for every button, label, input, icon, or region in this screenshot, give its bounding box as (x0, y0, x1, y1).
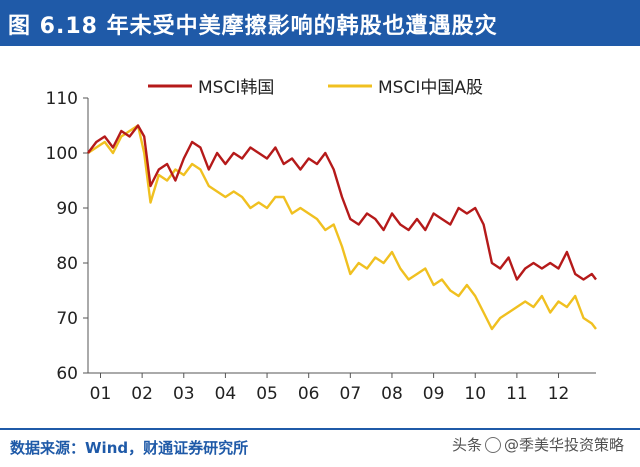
series-line-msci-china-a (87, 124, 597, 331)
x-tick-label: 05 (256, 384, 278, 404)
legend-item-msci-china-a-label: MSCI中国A股 (378, 78, 483, 98)
watermark-prefix: 头条 (452, 436, 483, 454)
chart-axes: 60 70 80 90 100 110 01 02 03 04 05 06 07 08 09 10 11 12 (46, 89, 596, 404)
x-tick-label: 01 (90, 384, 112, 404)
watermark: 头条 @季美华投资策略 (452, 434, 624, 455)
chart-legend: MSCI韩国 MSCI中国A股 (148, 78, 483, 98)
y-tick-label: 90 (56, 199, 78, 219)
x-tick-label: 04 (215, 384, 237, 404)
y-tick-label: 110 (46, 89, 78, 109)
title-bar: 图 6.18 年未受中美摩擦影响的韩股也遭遇股灾 (0, 0, 640, 46)
y-tick-label: 70 (56, 309, 78, 329)
line-chart: 60 70 80 90 100 110 01 02 03 04 05 06 07 08 09 10 11 12 M… (46, 78, 597, 404)
x-tick-label: 06 (298, 384, 320, 404)
x-tick-label: 09 (423, 384, 445, 404)
y-tick-label: 80 (56, 254, 78, 274)
x-tick-label: 03 (173, 384, 195, 404)
watermark-logo-icon (485, 437, 502, 453)
x-tick-label: 11 (506, 384, 528, 404)
footer-divider (0, 428, 640, 430)
x-tick-label: 12 (548, 384, 570, 404)
x-tick-label: 02 (131, 384, 153, 404)
y-tick-label: 60 (56, 364, 78, 384)
x-tick-label: 10 (464, 384, 486, 404)
watermark-account: @季美华投资策略 (504, 436, 625, 454)
source-note: 数据来源：Wind，财通证券研究所 (10, 439, 249, 457)
chart-series-layer (87, 124, 597, 331)
y-tick-label: 100 (46, 144, 78, 164)
series-line-msci-korea (87, 124, 597, 281)
x-tick-label: 08 (381, 384, 403, 404)
x-tick-label: 07 (340, 384, 362, 404)
legend-item-msci-korea-label: MSCI韩国 (198, 78, 274, 98)
figure-title: 图 6.18 年未受中美摩擦影响的韩股也遭遇股灾 (8, 14, 498, 39)
